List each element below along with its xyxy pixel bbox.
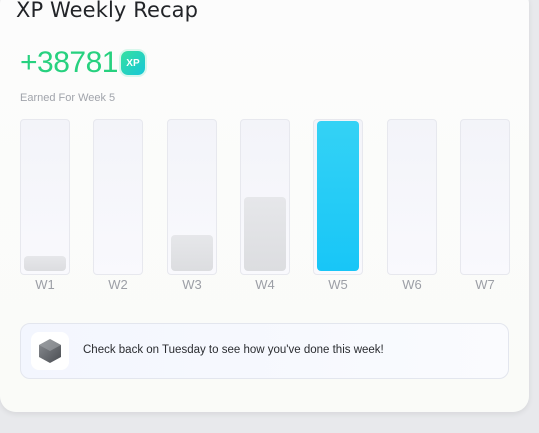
weekly-bar-chart: W1 W2 W3 W4 W5 W6 W7 [20,119,510,299]
bar-column-w7: W7 [460,119,510,292]
bar-track [20,119,70,275]
xp-weekly-recap-card: XP Weekly Recap +38781 XP Earned For Wee… [0,0,529,412]
bar-column-w4: W4 [240,119,290,292]
bar-track [460,119,510,275]
bar-fill [24,256,66,271]
xp-badge-icon: XP [120,51,145,75]
hexagon-icon [31,332,69,370]
xp-value: +38781 [20,46,118,79]
page-title: XP Weekly Recap [16,0,199,22]
bar-label: W2 [108,277,128,292]
bar-column-w2: W2 [93,119,143,292]
bar-fill [317,121,359,271]
bar-label: W3 [182,277,202,292]
bar-track [93,119,143,275]
bar-column-w3: W3 [167,119,217,292]
bar-column-w1: W1 [20,119,70,292]
bar-track [167,119,217,275]
bar-column-w5: W5 [313,119,363,292]
bar-fill [244,197,286,271]
notice-text: Check back on Tuesday to see how you've … [83,344,384,356]
bar-track [240,119,290,275]
bar-label: W6 [402,277,422,292]
tuesday-notice: Check back on Tuesday to see how you've … [20,323,509,379]
bar-fill [171,235,213,271]
bar-column-w6: W6 [387,119,437,292]
bar-label: W4 [255,277,275,292]
bar-track [387,119,437,275]
bar-label: W1 [35,277,55,292]
xp-total-row: +38781 XP [20,46,145,80]
bar-label: W7 [475,277,495,292]
bar-track [313,119,363,275]
earned-week-label: Earned For Week 5 [20,92,116,104]
bar-label: W5 [328,277,348,292]
